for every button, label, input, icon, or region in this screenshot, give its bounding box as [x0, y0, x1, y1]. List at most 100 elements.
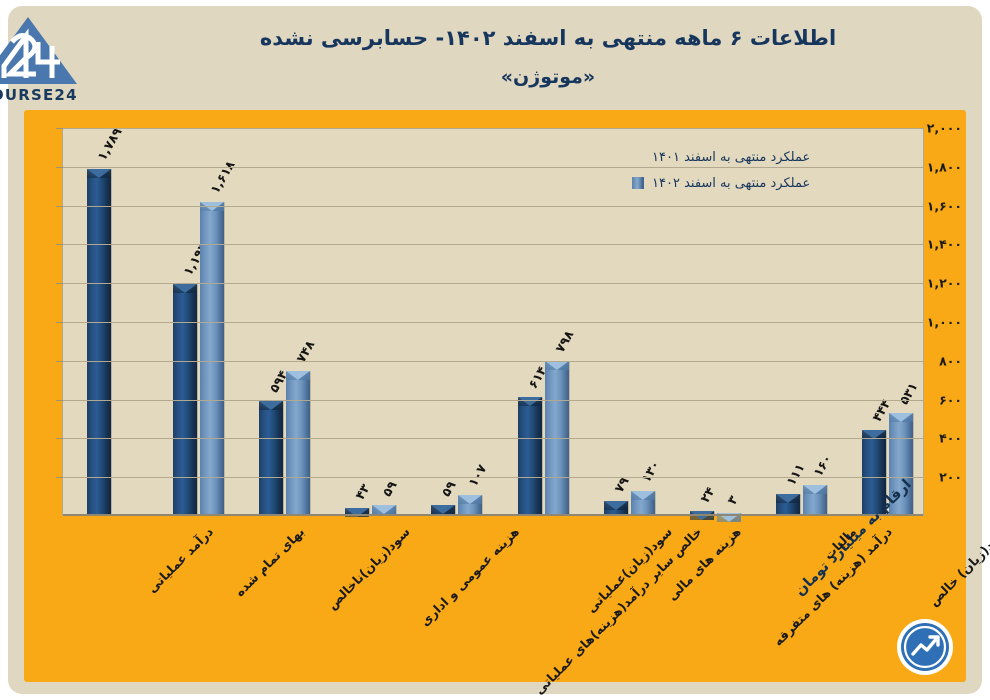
bar-cap: [199, 202, 224, 212]
bar-cap: [776, 494, 801, 504]
y-axis-tick-label: ۲۰۰: [939, 469, 962, 485]
bar-series2[interactable]: [630, 490, 655, 516]
bar-cap: [431, 504, 456, 515]
chart-panel: ۱,۷۸۹ ۱,۱۹۴ ۱,۶۱۸ ۵۹۴ ۷۴۸ ۴۳ ۵۹ ۵۹ ۱۰۷ ۶۱۴ ۷۹۸ ۷۹ ۱۳…: [24, 110, 990, 697]
bar-group: ۴۳ ۵۹: [322, 128, 408, 518]
bar-cap: [544, 361, 569, 371]
y-axis-tick-mark: [56, 322, 63, 323]
y-axis-tick-mark: [56, 166, 63, 168]
bar-group: ۱۱۱ ۱۶۰: [753, 128, 839, 516]
gridline: [63, 399, 923, 401]
bar-cap: [517, 396, 542, 407]
bar-series2[interactable]: [199, 202, 224, 516]
bar-series2[interactable]: [458, 495, 483, 516]
legend-label-series2: عملکرد منتهی به اسفند ۱۴۰۲: [652, 175, 811, 191]
bar-series1[interactable]: [258, 400, 283, 516]
bar-cap: [889, 413, 914, 423]
bar-value-label: ۵۹: [379, 477, 400, 499]
title-block: اطلاعات ۶ ماهه منتهی به اسفند ۱۴۰۲- حساب…: [128, 16, 968, 94]
bar-series1[interactable]: [86, 168, 111, 516]
bourse24-logo: BOURSE24: [0, 12, 82, 104]
x-axis-category-label: سود(زیان)ناخالص: [323, 524, 413, 613]
bar-cap: [258, 400, 283, 411]
y-axis-tick-mark: [56, 360, 63, 362]
bar-value-label: ۱۰۷: [465, 461, 490, 490]
bar-cap: [630, 490, 655, 501]
page-title: اطلاعات ۶ ماهه منتهی به اسفند ۱۴۰۲- حساب…: [259, 26, 837, 50]
y-axis-tick-mark: [56, 128, 63, 129]
gridline: [63, 128, 923, 129]
bar-series2[interactable]: [803, 484, 828, 516]
bar-cap: [172, 284, 197, 294]
bar-value-label: ۱۶۰: [810, 451, 835, 479]
bar-cap: [803, 484, 828, 495]
bar-group: ۵۹ ۱۰۷: [408, 128, 494, 516]
legend-label-series1: عملکرد منتهی به اسفند ۱۴۰۱: [652, 149, 811, 165]
bar-value-label: ۷۹۸: [551, 327, 577, 356]
gridline: [63, 438, 923, 440]
bar-value-label: ۳: [723, 492, 741, 507]
legend: عملکرد منتهی به اسفند ۱۴۰۱ عملکرد منتهی …: [632, 144, 932, 196]
gridline: [63, 283, 923, 285]
page-subtitle: «موتوژن»: [500, 66, 596, 88]
bar-group: ۷۹ ۱۳۰: [580, 128, 666, 516]
bar-value-label: ۱,۶۱۸: [206, 158, 238, 197]
gridline: [63, 322, 923, 323]
bar-cap: [345, 507, 370, 518]
x-axis-category-label: سود(زیان) خالص: [925, 524, 990, 609]
bar-group: ۵۹۴ ۷۴۸: [235, 128, 321, 516]
y-axis-tick-label: ۴۰۰: [939, 430, 962, 446]
y-axis-tick-label: ۶۰۰: [939, 392, 962, 408]
x-axis-category-label: هزینه عمومی و اداری: [416, 524, 522, 629]
bar-series2[interactable]: [372, 504, 397, 516]
y-axis-tick-mark: [56, 399, 63, 401]
y-axis: [24, 110, 64, 540]
bar-value-label: ۱,۷۸۹: [93, 124, 125, 163]
bar-group: ۴۴۴ ۵۳۱: [839, 128, 925, 516]
axis-baseline: [63, 514, 923, 516]
legend-swatch-series1: [632, 151, 644, 163]
gridline: [63, 205, 923, 207]
bar-series1[interactable]: [431, 504, 456, 516]
y-axis-tick-label: ۱,۴۰۰: [926, 236, 962, 252]
plot-area: ۱,۷۸۹ ۱,۱۹۴ ۱,۶۱۸ ۵۹۴ ۷۴۸ ۴۳ ۵۹ ۵۹ ۱۰۷ ۶۱۴ ۷۹۸ ۷۹ ۱۳…: [62, 124, 925, 522]
bar-series1[interactable]: [862, 429, 887, 516]
bar-group: ۱,۷۸۹: [63, 124, 149, 516]
y-axis-tick-label: ۱,۲۰۰: [926, 275, 962, 291]
bar-series1[interactable]: [603, 500, 628, 516]
y-axis-tick-label: ۱,۸۰۰: [926, 159, 962, 175]
bar-value-label: ۵۳۱: [896, 379, 921, 407]
y-axis-tick-label: ۱,۶۰۰: [926, 198, 962, 214]
y-axis-tick-label: ۸۰۰: [939, 353, 962, 369]
bar-cap: [603, 500, 628, 511]
x-axis-category-label: خالص سایر درآمد(هزینه)های عملیاتی: [531, 524, 705, 698]
bar-value-label: ۴۳: [352, 480, 373, 502]
bar-cap: [86, 168, 111, 179]
y-axis-tick-mark: [56, 205, 63, 207]
bar-cap: [285, 370, 310, 381]
bar-cap: [689, 511, 714, 521]
gridline: [63, 477, 923, 479]
bar-series1[interactable]: [517, 396, 542, 516]
bar-cap: [862, 429, 887, 440]
header: BOURSE24 اطلاعات ۶ ماهه منتهی به اسفند ۱…: [0, 6, 982, 110]
y-axis-tick-mark: [56, 477, 63, 479]
bar-series1[interactable]: [776, 494, 801, 516]
gridline: [63, 166, 923, 168]
chart-card: BOURSE24 اطلاعات ۶ ماهه منتهی به اسفند ۱…: [0, 6, 990, 697]
bar-cap: [458, 495, 483, 505]
legend-swatch-series2: [632, 177, 644, 189]
gridline: [63, 244, 923, 246]
x-axis-category-label: درآمد عملیاتی: [144, 524, 217, 596]
bar-cap: [372, 504, 397, 515]
y-axis-tick-mark: [56, 244, 63, 246]
bar-series2[interactable]: [889, 413, 914, 516]
bar-value-label: ۵۹: [438, 477, 460, 499]
bar-series2[interactable]: [285, 370, 310, 516]
legend-item-series2: عملکرد منتهی به اسفند ۱۴۰۲: [632, 170, 932, 196]
x-axis-category-label: هزینه های مالی: [664, 524, 745, 604]
gridline: [63, 360, 923, 362]
y-axis-tick-label: ۱,۰۰۰: [926, 314, 962, 330]
bar-value-label: ۱۳۰: [637, 457, 663, 485]
